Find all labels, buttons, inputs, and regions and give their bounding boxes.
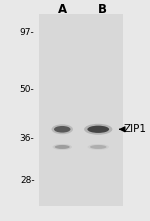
Ellipse shape [52,144,72,150]
Text: A: A [58,4,68,16]
Ellipse shape [54,126,70,133]
Text: 36-: 36- [20,134,34,143]
FancyBboxPatch shape [39,14,123,206]
Text: B: B [98,4,106,16]
Ellipse shape [55,145,70,149]
Ellipse shape [90,145,106,149]
Text: ZIP1: ZIP1 [124,124,147,134]
Ellipse shape [88,144,109,150]
Text: 28-: 28- [20,176,34,185]
Ellipse shape [84,124,112,135]
Text: 97-: 97- [20,28,34,36]
Ellipse shape [52,124,73,134]
Ellipse shape [87,126,109,133]
Text: 50-: 50- [20,85,34,94]
